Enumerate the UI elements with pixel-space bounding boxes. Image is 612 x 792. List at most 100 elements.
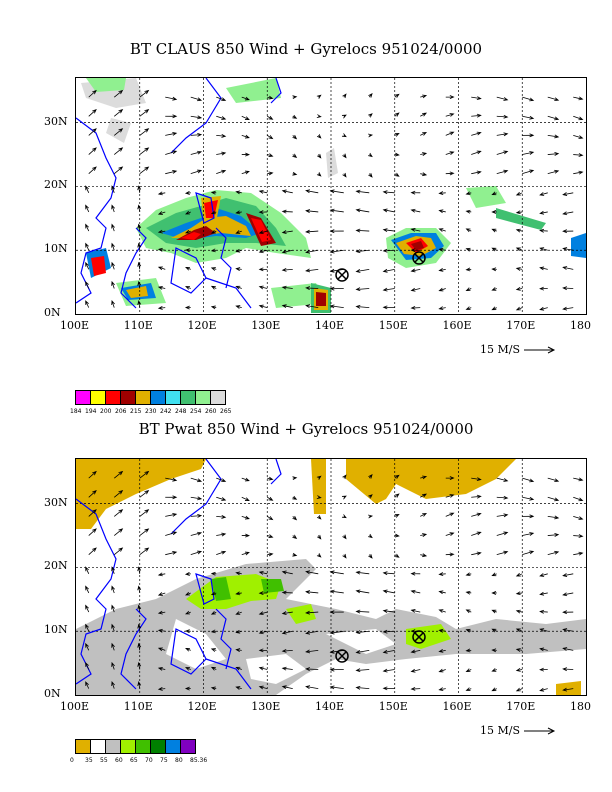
wind-vector — [185, 210, 191, 215]
wind-vector — [216, 550, 227, 556]
wind-vector — [382, 228, 395, 233]
colorbar-label: 80 — [175, 757, 183, 764]
wind-vector — [111, 300, 115, 308]
wind-vector — [235, 629, 242, 634]
wind-vector — [305, 570, 319, 575]
wind-vector — [445, 476, 455, 481]
wind-vector — [491, 609, 497, 614]
wind-vector — [258, 190, 268, 194]
wind-vector — [258, 630, 268, 635]
wind-vector — [438, 228, 446, 232]
wind-vector — [258, 648, 268, 653]
wind-vector — [420, 131, 428, 136]
wind-vector — [410, 649, 421, 654]
wind-vector — [267, 95, 274, 100]
wind-vector — [165, 495, 178, 500]
wind-vector — [292, 134, 298, 140]
y-tick-label: 10N — [44, 623, 68, 637]
wind-vector — [216, 532, 227, 537]
wind-vector — [368, 553, 373, 559]
x-tick-label: 130E — [251, 700, 281, 713]
wind-vector — [210, 629, 217, 634]
wind-vector — [267, 171, 274, 176]
wind-vector — [241, 134, 250, 139]
wind-vector — [355, 685, 370, 690]
wind-vector — [382, 629, 395, 634]
wind-vector — [185, 286, 191, 290]
wind-vector — [184, 686, 191, 691]
wind-vector — [539, 687, 548, 692]
y-tick-label: 0N — [44, 306, 61, 319]
wind-vector — [522, 532, 535, 536]
wind-vector — [465, 287, 472, 291]
x-tick-label: 110E — [123, 700, 153, 713]
wind-vector — [111, 204, 115, 213]
wind-vector — [341, 133, 347, 138]
wind-vector — [355, 228, 370, 233]
wind-vector — [85, 280, 90, 289]
wind-vector — [355, 268, 370, 273]
wind-vector — [190, 132, 203, 137]
claus-coastline — [76, 78, 282, 309]
wind-vector — [281, 611, 293, 615]
wind-vector — [438, 247, 446, 252]
wind-vector — [139, 166, 150, 174]
wind-vector — [522, 514, 535, 519]
wind-vector — [137, 300, 142, 308]
wind-vector — [88, 128, 97, 136]
wind-vector — [316, 172, 322, 177]
wind-vector — [465, 267, 472, 272]
colorbar-label: 230 — [145, 408, 157, 415]
wind-vector — [491, 648, 497, 653]
wind-vector — [355, 287, 370, 292]
wind-vector — [420, 152, 428, 156]
wind-vector — [185, 229, 191, 234]
wind-vector — [157, 647, 166, 652]
wind-vector — [410, 268, 421, 273]
wind-vector — [235, 648, 242, 652]
wind-vector — [85, 242, 90, 251]
wind-vector — [368, 93, 373, 98]
wind-vector — [157, 285, 166, 290]
wind-vector — [465, 209, 472, 214]
wind-vector — [445, 151, 455, 155]
colorbar-swatch — [75, 739, 91, 754]
wind-vector — [445, 171, 455, 176]
wind-vector — [210, 648, 217, 652]
wind-vector — [137, 604, 142, 613]
panel1-title: BT CLAUS 850 Wind + Gyrelocs 951024/0000 — [129, 40, 483, 58]
wind-vector — [85, 300, 90, 308]
wind-vector — [420, 493, 428, 498]
wind-vector — [210, 666, 217, 671]
colorbar-swatch — [165, 739, 181, 754]
wind-vector — [491, 668, 497, 672]
colorbar-label: 248 — [175, 408, 187, 415]
wind-vector — [491, 628, 497, 633]
x-tick-label: 180 — [570, 700, 591, 713]
wind-vector — [185, 667, 191, 671]
wind-vector — [465, 590, 472, 595]
colorbar-label: 35 — [85, 757, 93, 764]
colorbar-swatch — [105, 390, 121, 405]
wind-vector — [573, 516, 584, 520]
wind-vector — [88, 470, 97, 479]
wind-vector — [496, 531, 509, 536]
wind-vector — [185, 591, 191, 596]
wind-vector — [210, 248, 217, 253]
wind-vector — [394, 493, 400, 498]
wind-vector — [157, 305, 166, 310]
wind-vector — [210, 190, 217, 195]
colorbar-swatch — [120, 390, 136, 405]
y-tick-label: 30N — [44, 114, 68, 128]
wind-vector — [382, 649, 395, 654]
wind-vector — [241, 96, 250, 101]
wind-vector — [394, 152, 400, 157]
wind-vector — [113, 470, 124, 479]
wind-vector — [292, 171, 298, 176]
wind-vector — [210, 686, 217, 691]
wind-vector — [235, 285, 242, 290]
wind-vector — [281, 209, 293, 214]
wind-vector — [85, 185, 90, 193]
wind-vector — [573, 170, 584, 175]
wind-vector — [157, 666, 166, 671]
